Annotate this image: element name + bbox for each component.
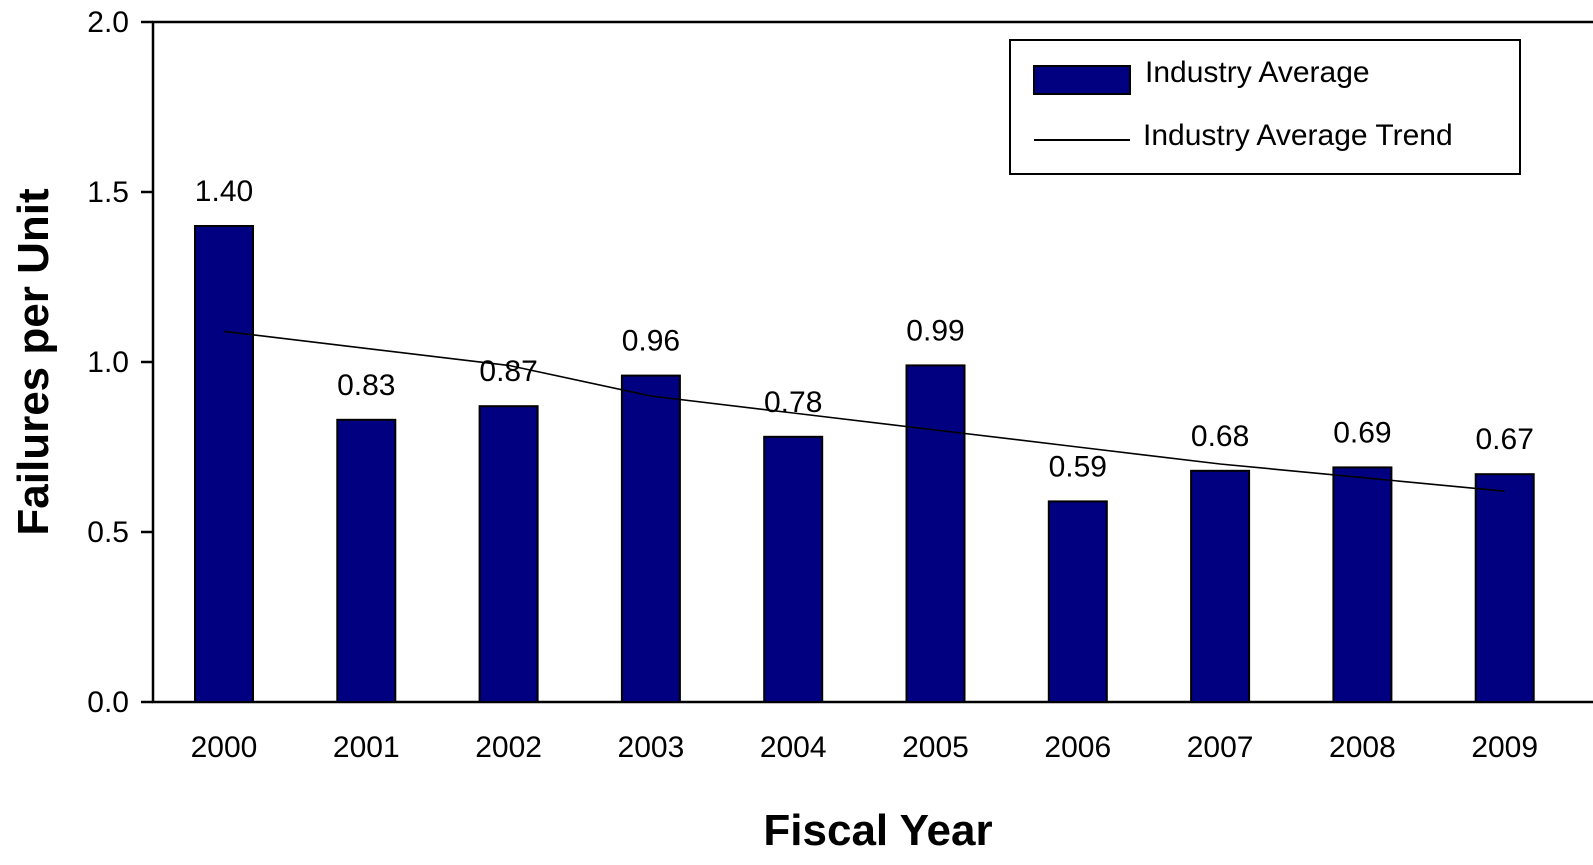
bar xyxy=(478,405,539,703)
x-axis: 2000 2001 2002 2003 2004 2005 2006 2007 2008 2009 xyxy=(191,731,1538,764)
y-tick-label: 0.0 xyxy=(87,686,129,719)
x-tick-label: 2009 xyxy=(1471,731,1538,764)
data-label: 0.99 xyxy=(906,314,964,347)
bar xyxy=(1332,466,1393,703)
data-label: 0.68 xyxy=(1191,420,1249,453)
bar xyxy=(1190,469,1251,703)
legend: Industry Average Industry Average Trend xyxy=(1009,39,1521,175)
bar xyxy=(194,225,254,703)
x-tick-label: 2004 xyxy=(760,731,827,764)
data-label: 0.83 xyxy=(337,369,395,402)
bar xyxy=(905,364,966,703)
bar xyxy=(763,435,824,703)
data-label: 0.59 xyxy=(1049,450,1107,483)
data-label: 0.67 xyxy=(1476,423,1534,456)
legend-label-bars: Industry Average xyxy=(1145,56,1370,89)
x-tick-label: 2000 xyxy=(191,731,258,764)
y-axis: 0.0 0.5 1.0 1.5 2.0 xyxy=(87,6,153,719)
bars xyxy=(194,225,1535,704)
x-tick-label: 2008 xyxy=(1329,731,1396,764)
x-tick-label: 2003 xyxy=(618,731,685,764)
x-axis-title: Fiscal Year xyxy=(763,806,992,855)
x-tick-label: 2006 xyxy=(1044,731,1111,764)
bar xyxy=(1474,473,1535,704)
x-tick-label: 2005 xyxy=(902,731,969,764)
y-tick-label: 1.5 xyxy=(87,176,129,209)
y-axis-title: Failures per Unit xyxy=(9,188,58,536)
data-labels: 1.40 0.83 0.87 0.96 0.78 0.99 0.59 0.68 0.69 0.67 xyxy=(195,175,1534,483)
y-tick-label: 2.0 xyxy=(87,6,129,39)
bar xyxy=(336,418,397,703)
data-label: 0.69 xyxy=(1333,416,1391,449)
y-tick-label: 1.0 xyxy=(87,346,129,379)
trend-line xyxy=(223,330,1505,492)
legend-label-trend: Industry Average Trend xyxy=(1143,119,1453,152)
x-tick-label: 2001 xyxy=(333,731,400,764)
data-label: 1.40 xyxy=(195,175,253,208)
data-label: 0.78 xyxy=(764,386,822,419)
legend-box xyxy=(1009,39,1521,175)
bar xyxy=(620,374,681,703)
x-tick-label: 2007 xyxy=(1187,731,1254,764)
x-tick-label: 2002 xyxy=(475,731,542,764)
data-label: 0.87 xyxy=(479,355,537,388)
y-tick-label: 0.5 xyxy=(87,516,129,549)
bar xyxy=(1047,500,1108,703)
data-label: 0.96 xyxy=(622,325,680,358)
legend-bar-swatch xyxy=(1033,65,1131,95)
